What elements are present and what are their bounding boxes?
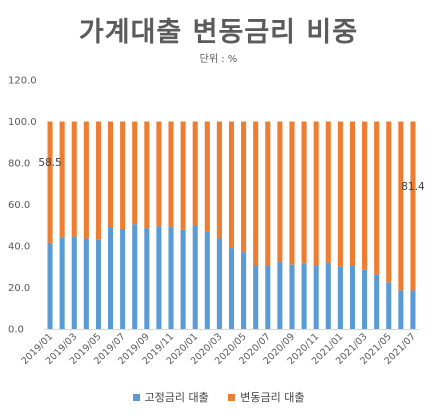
bar-variable-rate: [277, 121, 283, 262]
legend-label-variable: 변동금리 대출: [240, 391, 305, 404]
bar-variable-rate: [301, 121, 307, 264]
bar-fixed-rate: [192, 225, 198, 329]
bar-fixed-rate: [265, 265, 271, 329]
bar-fixed-rate: [362, 269, 368, 329]
bar-variable-rate: [313, 121, 319, 266]
legend-swatch-fixed: [132, 393, 140, 401]
bar-fixed-rate: [349, 265, 356, 329]
bar-fixed-rate: [156, 226, 162, 329]
bar-fixed-rate: [374, 274, 380, 329]
bar-variable-rate: [168, 121, 174, 227]
bar-variable-rate: [180, 121, 186, 230]
bar-variable-rate: [107, 121, 114, 227]
chart-subtitle: 단위 : %: [199, 54, 238, 65]
bar-variable-rate: [192, 121, 198, 226]
bar-variable-rate: [216, 121, 222, 239]
y-tick-label: 20.0: [8, 283, 30, 294]
bar-variable-rate: [337, 121, 343, 267]
bar-fixed-rate: [59, 237, 65, 329]
bar-fixed-rate: [313, 265, 319, 329]
y-tick-label: 40.0: [8, 242, 30, 253]
bar-fixed-rate: [253, 265, 259, 329]
bar-variable-rate: [228, 121, 235, 249]
bar-fixed-rate: [180, 229, 186, 329]
bar-fixed-rate: [144, 228, 150, 329]
bar-fixed-rate: [277, 261, 283, 329]
bar-fixed-rate: [398, 290, 404, 329]
bar-variable-rate: [374, 121, 380, 275]
bar-variable-rate: [71, 121, 77, 237]
bar-fixed-rate: [301, 263, 307, 329]
bar-fixed-rate: [95, 239, 101, 329]
bar-fixed-rate: [410, 290, 416, 329]
bar-variable-rate: [156, 121, 162, 227]
bar-fixed-rate: [241, 252, 247, 329]
bar-fixed-rate: [83, 238, 89, 329]
y-tick-label: 120.0: [8, 76, 37, 87]
bar-fixed-rate: [168, 226, 174, 329]
y-tick-label: 100.0: [8, 117, 37, 128]
bar-fixed-rate: [47, 242, 53, 329]
y-tick-label: 80.0: [8, 159, 30, 170]
data-label: 81.4: [401, 181, 425, 193]
legend-swatch-variable: [228, 393, 236, 401]
bar-variable-rate: [204, 121, 210, 232]
bar-variable-rate: [95, 121, 101, 240]
bar-variable-rate: [47, 121, 53, 243]
legend-item-variable: 변동금리 대출: [228, 389, 304, 405]
y-tick-label: 60.0: [8, 200, 30, 211]
legend-label-fixed: 고정금리 대출: [144, 391, 209, 404]
bar-fixed-rate: [228, 248, 235, 329]
bar-variable-rate: [398, 121, 404, 291]
bar-fixed-rate: [120, 228, 126, 329]
bar-fixed-rate: [132, 224, 138, 329]
bar-variable-rate: [132, 121, 138, 225]
bar-fixed-rate: [216, 238, 222, 329]
bar-variable-rate: [362, 121, 368, 270]
bar-variable-rate: [265, 121, 271, 266]
bar-fixed-rate: [289, 264, 295, 329]
legend-item-fixed: 고정금리 대출: [132, 389, 209, 405]
y-tick-label: 0.0: [8, 325, 24, 336]
bar-variable-rate: [386, 121, 392, 283]
bar-variable-rate: [120, 121, 126, 229]
bar-fixed-rate: [107, 226, 114, 329]
bar-fixed-rate: [71, 236, 77, 329]
bar-variable-rate: [253, 121, 259, 266]
bar-fixed-rate: [204, 231, 210, 329]
bar-variable-rate: [289, 121, 295, 265]
bar-variable-rate: [325, 121, 331, 263]
chart-title: 가계대출 변동금리 비중: [78, 17, 359, 48]
bar-variable-rate: [83, 121, 89, 239]
bar-variable-rate: [144, 121, 150, 229]
data-label: 58.5: [38, 157, 61, 169]
bar-fixed-rate: [325, 262, 331, 329]
legend: 고정금리 대출 변동금리 대출: [0, 389, 437, 405]
bar-variable-rate: [410, 121, 416, 291]
bar-variable-rate: [349, 121, 356, 266]
bar-variable-rate: [59, 121, 65, 238]
bar-fixed-rate: [337, 266, 343, 329]
bar-fixed-rate: [386, 282, 392, 329]
bar-variable-rate: [241, 121, 247, 253]
